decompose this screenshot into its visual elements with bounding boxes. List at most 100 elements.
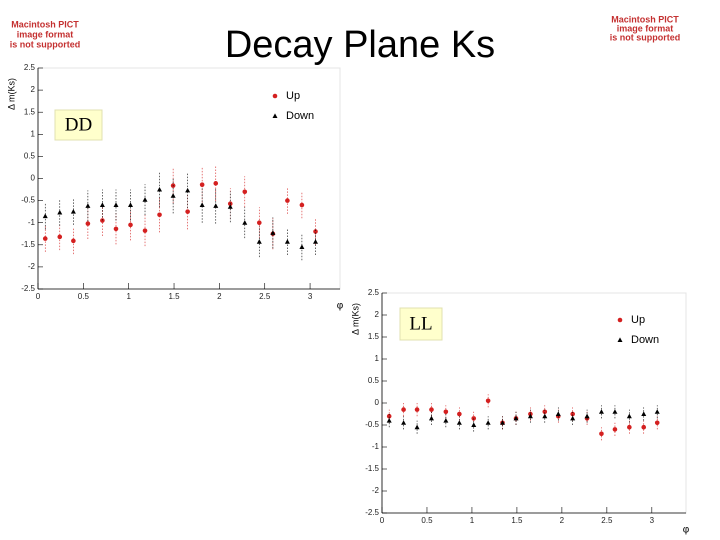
point-up: [612, 427, 618, 432]
placeholder-text: is not supported: [10, 39, 81, 49]
y-tick-label: -2.5: [365, 508, 379, 517]
chart-label-box: [54, 109, 103, 141]
point-up: [443, 409, 449, 415]
point-up: [627, 424, 632, 430]
point-up: [414, 407, 420, 412]
x-tick-label: 0.5: [421, 516, 433, 525]
point-down: [170, 193, 176, 198]
point-down: [299, 244, 305, 250]
y-tick-label: 2.5: [24, 63, 36, 72]
point-down: [654, 409, 660, 414]
point-up: [242, 189, 248, 195]
point-up: [113, 226, 119, 232]
point-down: [42, 213, 48, 219]
slide-title: Decay Plane Ks: [225, 24, 495, 66]
placeholder-text: image format: [617, 23, 674, 33]
point-up: [57, 234, 63, 240]
point-down: [284, 239, 290, 244]
y-tick-label: -0.5: [365, 420, 379, 429]
point-down: [256, 239, 262, 244]
chart-label-box: [399, 307, 443, 341]
y-tick-label: 2.5: [368, 288, 380, 297]
y-tick-label: 0: [375, 398, 380, 407]
point-down: [555, 411, 561, 416]
point-up: [401, 407, 406, 412]
point-down: [612, 409, 618, 414]
point-down: [185, 187, 191, 193]
x-tick-label: 2: [217, 292, 222, 301]
point-up: [299, 202, 305, 208]
point-down: [428, 415, 434, 421]
point-down: [641, 411, 647, 416]
point-up: [42, 236, 48, 241]
y-tick-label: 1: [375, 354, 380, 363]
point-up: [128, 222, 133, 228]
point-up: [313, 229, 318, 234]
point-up: [85, 221, 91, 226]
point-up: [386, 413, 392, 419]
point-up: [457, 411, 462, 417]
point-down: [199, 202, 205, 208]
point-down: [414, 424, 420, 430]
point-down: [142, 197, 148, 202]
point-up: [641, 424, 647, 430]
placeholder-text: Macintosh PICT: [11, 19, 79, 29]
point-down: [99, 202, 105, 208]
placeholder-text: image format: [17, 29, 74, 39]
x-tick-label: 2.5: [259, 292, 271, 301]
point-down: [542, 413, 548, 419]
y-tick-label: 1: [31, 129, 36, 138]
point-down: [213, 203, 219, 208]
point-down: [527, 413, 533, 419]
point-down: [386, 418, 392, 423]
y-tick-label: 1.5: [24, 107, 36, 116]
point-down: [570, 415, 576, 421]
point-up: [429, 407, 434, 412]
placeholder-text: Macintosh PICT: [611, 14, 679, 24]
x-tick-label: 2: [560, 516, 565, 525]
point-down: [471, 422, 477, 427]
y-tick-label: -1: [372, 442, 380, 451]
point-up: [599, 431, 604, 437]
point-down: [513, 415, 519, 421]
y-tick-label: -1.5: [21, 240, 35, 249]
x-axis-label: φ: [683, 525, 690, 536]
x-tick-label: 2.5: [601, 516, 613, 525]
point-up: [285, 198, 290, 203]
point-up: [157, 212, 162, 218]
x-tick-label: 3: [650, 516, 655, 525]
point-up: [71, 238, 76, 244]
point-up: [272, 93, 278, 99]
point-down: [313, 239, 319, 244]
y-tick-label: -2: [372, 486, 380, 495]
y-tick-label: -1: [28, 218, 36, 227]
point-down: [584, 413, 590, 419]
point-down: [242, 220, 248, 225]
point-down: [443, 418, 449, 423]
point-down: [456, 420, 462, 425]
y-tick-label: -1.5: [365, 464, 379, 473]
point-up: [213, 181, 219, 186]
y-tick-label: -2: [28, 262, 36, 271]
point-down: [270, 230, 276, 235]
y-axis-label: Δ m(Ks): [350, 303, 360, 335]
x-tick-label: 0.5: [78, 292, 90, 301]
point-down: [401, 420, 407, 425]
point-down: [70, 209, 76, 214]
y-tick-label: -0.5: [21, 196, 35, 205]
point-down: [113, 202, 119, 208]
point-down: [272, 113, 278, 118]
point-up: [570, 411, 575, 417]
legend-label: Up: [286, 90, 300, 102]
y-tick-label: 1.5: [368, 332, 380, 341]
point-up: [654, 420, 660, 426]
y-tick-label: 0.5: [24, 152, 36, 161]
x-tick-label: 0: [36, 292, 41, 301]
x-tick-label: 0: [380, 516, 385, 525]
chart-label: DD: [65, 114, 92, 135]
point-up: [142, 228, 148, 233]
x-tick-label: 1.5: [511, 516, 523, 525]
plot-frame: [37, 67, 341, 290]
point-up: [485, 398, 491, 404]
